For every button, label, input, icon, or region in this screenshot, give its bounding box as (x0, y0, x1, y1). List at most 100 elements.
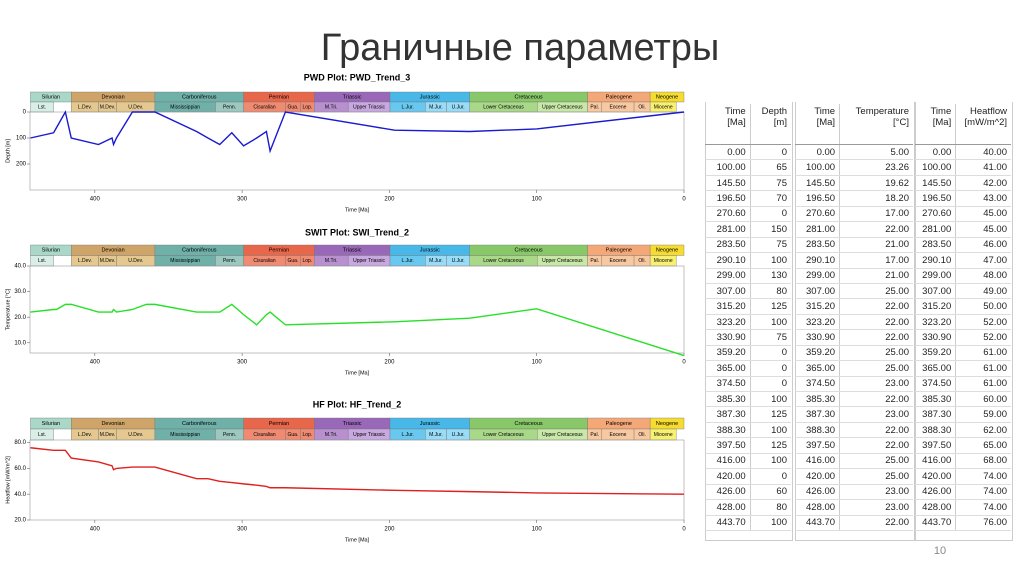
table-cell: 0 (749, 468, 791, 485)
epoch-label: U.Jur. (452, 104, 465, 110)
epoch-label: Oli. (638, 432, 646, 438)
table-cell: 22.00 (839, 515, 913, 531)
period-label: Paleogene (606, 248, 632, 254)
table-cell: 100.00 (795, 159, 840, 176)
epoch-label: Gua. (288, 432, 299, 438)
epoch-label: M.Tri. (325, 104, 338, 110)
slide-title: Граничные параметры (321, 27, 720, 69)
epoch-label: Upper Triassic (353, 258, 385, 264)
table-cell: 74.00 (955, 484, 1011, 501)
period-label: Carboniferous (182, 94, 217, 100)
x-tick-label: 300 (237, 197, 248, 203)
epoch-label: Oli. (638, 104, 646, 110)
y-tick-label: 40.0 (14, 492, 26, 498)
header-text: [m] (773, 117, 787, 128)
table-cell: 416.00 (795, 453, 840, 470)
table-cell: 428.00 (795, 499, 840, 516)
table-cell: 21.00 (839, 268, 913, 284)
table-cell: 388.30 (705, 422, 751, 439)
table-cell: 22.00 (839, 437, 913, 454)
table-cell: 61.00 (955, 345, 1011, 362)
header-text: [mW/m^2] (964, 117, 1007, 128)
table-cell: 23.00 (839, 376, 913, 393)
table-cell: 374.50 (705, 376, 751, 393)
table-cell: 100.00 (915, 159, 956, 176)
chart-title: SWIT Plot: SWI_Trend_2 (305, 227, 409, 237)
table-cell: 315.20 (795, 298, 840, 315)
table-cell: 65 (749, 159, 791, 176)
table-cell: 42.00 (955, 175, 1011, 192)
epoch-label: L.Dev. (78, 104, 92, 110)
table-cell: 385.30 (795, 391, 840, 408)
epoch-label: M.Dev. (100, 104, 115, 110)
epoch-label: M.Jur. (429, 258, 443, 264)
table-cell: 125 (749, 437, 791, 454)
table-cell: 420.00 (795, 468, 840, 485)
period-label: Jurassic (420, 94, 440, 100)
table-cell: 397.50 (915, 437, 956, 454)
table-cell: 0 (749, 360, 791, 377)
period-label: Devonian (101, 94, 124, 100)
period-label: Triassic (343, 94, 362, 100)
table-cell: 22.00 (839, 314, 913, 331)
table-cell: 100 (749, 252, 791, 269)
epoch-label: Lower Cretaceous (483, 104, 524, 110)
y-tick-label: 80.0 (14, 440, 26, 446)
epoch-label: M.Dev. (100, 258, 115, 264)
period-label: Triassic (343, 248, 362, 254)
table-cell: 388.30 (795, 422, 840, 439)
table-cell: 283.50 (915, 237, 956, 254)
table-cell: 23.00 (839, 499, 913, 516)
table-cell: 299.00 (705, 268, 751, 284)
table-cell: 196.50 (915, 190, 956, 207)
table-cell: 5.00 (839, 144, 913, 161)
period-label: Paleogene (606, 421, 632, 427)
table-cell: 387.30 (705, 406, 751, 423)
table-cell: 145.50 (705, 175, 751, 192)
epoch-label: Miocene (654, 104, 673, 110)
table-cell: 397.50 (795, 437, 840, 454)
table-cell: 22.00 (839, 298, 913, 315)
table-cell: 50.00 (955, 298, 1011, 315)
table-cell: 125 (749, 298, 791, 315)
epoch-label: Upper Cretaceous (542, 104, 583, 110)
table-cell: 315.20 (705, 298, 751, 315)
table-cell: 80 (749, 499, 791, 516)
table-cell: 0.00 (705, 144, 751, 161)
epoch-label: Eocene (609, 432, 626, 438)
table-cell: 388.30 (915, 422, 956, 439)
table-cell: 75 (749, 329, 791, 346)
table-cell: 23.00 (839, 406, 913, 423)
x-tick-label: 400 (90, 197, 101, 203)
header-cell: Depth [m] (749, 104, 791, 145)
table-cell: 100 (749, 422, 791, 439)
table-cell: 330.90 (795, 329, 840, 346)
x-tick-label: 300 (237, 527, 248, 533)
epoch-label: L.Dev. (78, 258, 92, 264)
table-cell: 60.00 (955, 391, 1011, 408)
epoch-label: L.Dev. (78, 432, 92, 438)
epoch-label: Gua. (288, 104, 299, 110)
header-text: Depth (761, 106, 787, 117)
chart-title: PWD Plot: PWD_Trend_3 (304, 72, 411, 82)
epoch-label: Lop. (302, 104, 312, 110)
epoch-label: M.Dev. (100, 432, 115, 438)
y-tick-label: 30.0 (14, 289, 26, 295)
epoch-label: Upper Triassic (353, 432, 385, 438)
table-cell: 52.00 (955, 329, 1011, 346)
table-cell: 397.50 (705, 437, 751, 454)
x-tick-label: 400 (90, 360, 101, 366)
header-text: Heatflow (970, 106, 1007, 117)
data-table: Time [Ma] Heatflow [mW/m^2] 0.00 40.00 100.00 4… (915, 104, 1011, 531)
data-table: Time [Ma] Depth [m] 0.00 0 100.00 65 145.50 75 196… (705, 104, 791, 531)
data-line (30, 110, 685, 154)
period-label: Devonian (101, 421, 124, 427)
epoch-label: Pal. (590, 258, 599, 264)
epoch-label: Eocene (609, 104, 626, 110)
y-axis-label: Depth [m] (5, 139, 11, 163)
x-tick-label: 100 (532, 527, 543, 533)
table-cell: 283.50 (795, 237, 840, 254)
table-cell: 25.00 (839, 453, 913, 470)
